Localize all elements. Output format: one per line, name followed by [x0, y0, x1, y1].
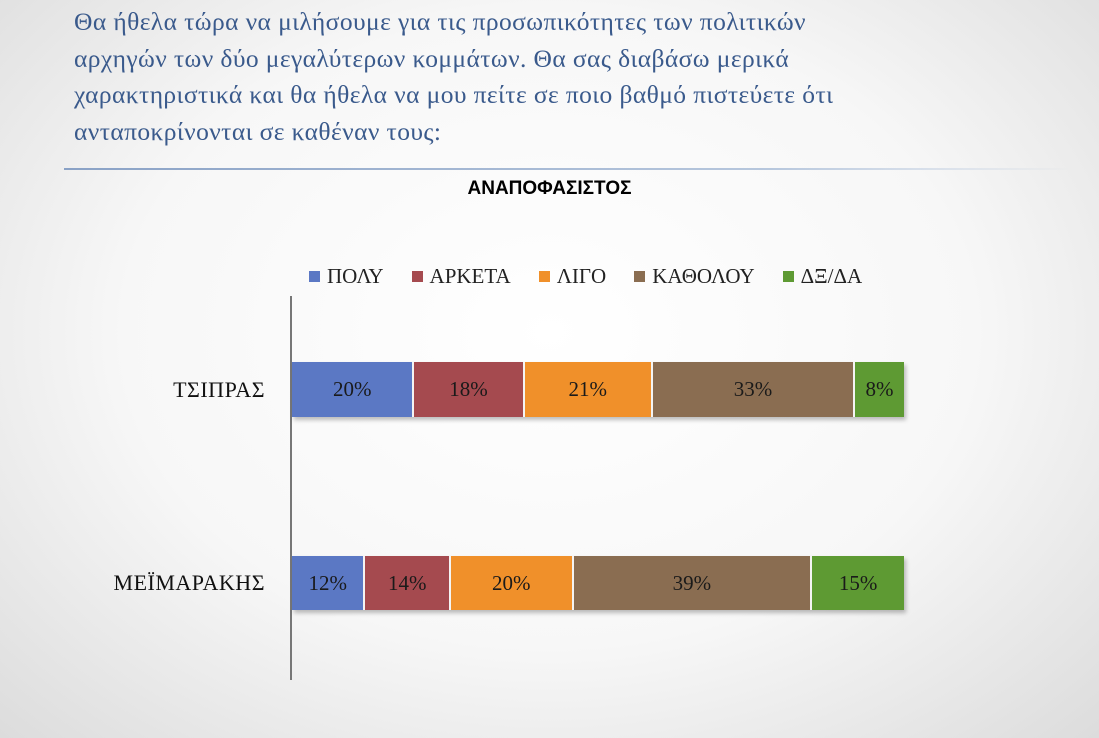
chart-legend: ΠΟΛΥ ΑΡΚΕΤΑ ΛΙΓΟ ΚΑΘΟΛΟΥ ΔΞ/ΔΑ — [309, 262, 890, 290]
bar-segment-λιγο: 20% — [451, 556, 574, 610]
category-label-tsipras: ΤΣΙΠΡΑΣ — [173, 377, 265, 402]
question-line-3: χαρακτηριστικά και θα ήθελα να μου πείτε… — [74, 80, 834, 109]
bar-segment-δξ-δα: 15% — [812, 556, 904, 610]
bar-segment-πολυ: 20% — [292, 362, 415, 417]
bar-segment-πολυ: 12% — [292, 556, 366, 610]
legend-item-1: ΠΟΛΥ — [309, 264, 384, 289]
legend-item-5: ΔΞ/ΔΑ — [782, 263, 863, 289]
bar-segment-δξ-δα: 8% — [855, 362, 904, 417]
legend-item-3: ΛΙΓΟ — [538, 263, 607, 289]
legend-label: ΚΑΘΟΛΟΥ — [652, 263, 755, 288]
bar-segment-καθολου: 39% — [573, 556, 813, 610]
bar-segment-λιγο: 21% — [524, 362, 654, 417]
question-line-4: ανταποκρίνονται σε καθέναν τους: — [74, 116, 442, 146]
title-divider — [64, 168, 1074, 170]
bar-segment-καθολου: 33% — [653, 362, 856, 417]
legend-swatch — [782, 270, 794, 282]
legend-swatch — [538, 270, 550, 282]
legend-item-2: ΑΡΚΕΤΑ — [411, 263, 511, 289]
chart-title: ΑΝΑΠΟΦΑΣΙΣΤΟΣ — [467, 178, 632, 199]
legend-swatch — [309, 270, 320, 282]
bar-segment-αρκετα: 14% — [365, 556, 452, 610]
question-line-1: Θα ήθελα τώρα να μιλήσουμε για τις προσω… — [74, 7, 806, 36]
legend-swatch — [634, 270, 646, 282]
category-label-meimarakis: ΜΕΪΜΑΡΑΚΗΣ — [113, 570, 265, 595]
legend-label: ΑΡΚΕΤΑ — [429, 263, 511, 288]
question-text: Θα ήθελα τώρα να μιλήσουμε για τις προσω… — [74, 4, 1074, 150]
bar-row-meimarakis: 12% 14% 20% 39% 15% — [292, 556, 904, 610]
legend-item-4: ΚΑΘΟΛΟΥ — [634, 263, 755, 289]
bar-segment-αρκετα: 18% — [414, 362, 525, 417]
legend-swatch — [411, 270, 423, 282]
legend-label: ΛΙΓΟ — [556, 263, 607, 288]
question-line-2: αρχηγών των δύο μεγαλύτερων κομμάτων. Θα… — [74, 43, 790, 73]
bar-row-tsipras: 20% 18% 21% 33% 8% — [292, 362, 904, 417]
category-axis-line — [290, 296, 292, 680]
legend-label: ΠΟΛΥ — [327, 263, 384, 288]
legend-label: ΔΞ/ΔΑ — [800, 263, 863, 288]
